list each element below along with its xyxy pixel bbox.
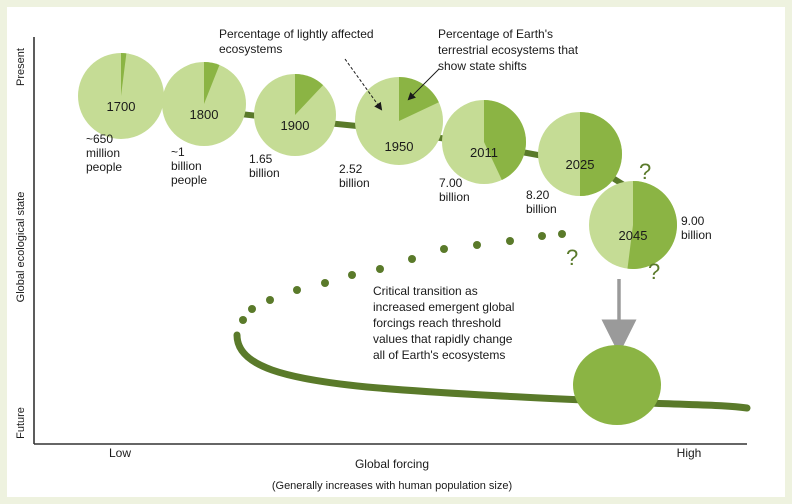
pie-1700-state-shift-slice [121, 53, 127, 96]
y-axis-label: Global ecological state [15, 192, 27, 303]
pie-2025-population-label: 8.20 billion [526, 188, 557, 216]
pie-1900-state-shift-slice [295, 74, 324, 115]
state-shifts-arrow [407, 68, 440, 101]
question-mark-3: ? [648, 259, 660, 284]
state-shifts-callout: Percentage of Earth's terrestrial ecosys… [438, 27, 581, 73]
unstable-branch-dots [239, 230, 566, 324]
pie-2011-state-shift-slice [484, 100, 526, 181]
question-mark-1: ? [639, 159, 651, 184]
future-state-circle [573, 345, 661, 425]
diagram-canvas: Present Global ecological state Future L… [15, 27, 751, 492]
figure-panel: Present Global ecological state Future L… [7, 7, 785, 497]
lightly-affected-callout: Percentage of lightly affected ecosystem… [219, 27, 377, 56]
x-axis-note: (Generally increases with human populati… [272, 480, 512, 492]
x-axis-low-label: Low [109, 446, 131, 460]
critical-transition-callout: Critical transition as increased emergen… [373, 284, 518, 362]
x-axis-high-label: High [677, 446, 702, 460]
pie-1700-population-label: ~650 million people [86, 132, 122, 174]
pie-2045-year-label: 2045 [619, 228, 648, 243]
y-axis-top-label: Present [15, 48, 27, 86]
pie-1950-population-label: 2.52 billion [339, 162, 370, 190]
pie-2045-population-label: 9.00 billion [681, 214, 712, 242]
question-mark-2: ? [566, 245, 578, 270]
pie-2025-state-shift-slice [580, 112, 622, 196]
pie-1800-population-label: ~1 billion people [171, 145, 207, 187]
lightly-affected-arrow [344, 58, 383, 111]
pie-2045-state-shift-slice [627, 181, 677, 269]
pie-1950-year-label: 1950 [385, 139, 414, 154]
pie-2011-population-label: 7.00 billion [439, 176, 470, 204]
y-axis-bottom-label: Future [15, 407, 27, 439]
pie-1900-population-label: 1.65 billion [249, 152, 280, 180]
future-trajectory-line [233, 331, 751, 412]
pie-chart-group: 1700 ~650 million people 1800 ~1 billion people… [78, 53, 712, 269]
x-axis-label: Global forcing [355, 457, 429, 471]
pie-2025-year-label: 2025 [566, 157, 595, 172]
pie-1800-state-shift-slice [204, 62, 220, 104]
pie-1700-year-label: 1700 [107, 99, 136, 114]
pie-2011-year-label: 2011 [470, 145, 498, 160]
pie-1900-year-label: 1900 [281, 118, 310, 133]
pie-1950-state-shift-slice [399, 77, 439, 121]
pie-1800-year-label: 1800 [190, 107, 219, 122]
